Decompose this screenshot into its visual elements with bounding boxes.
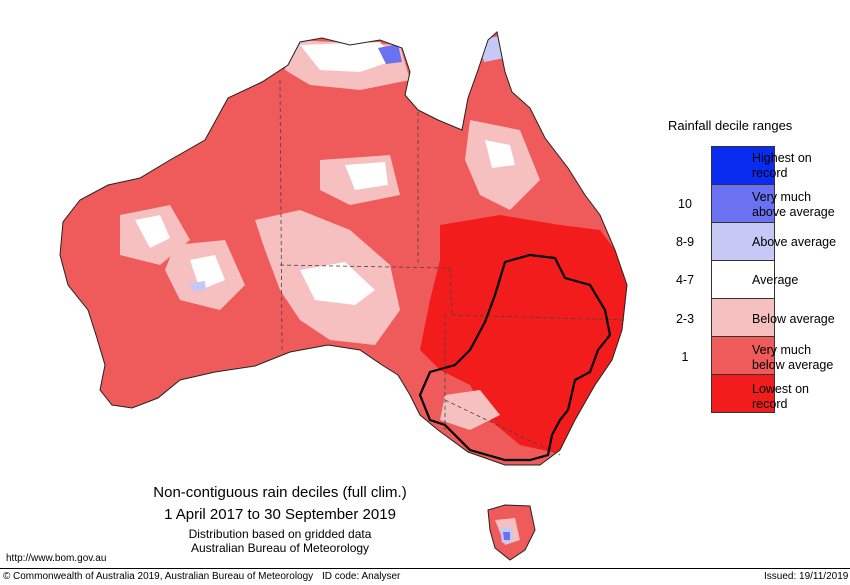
mainland-outline [59,31,628,466]
lowest-record-east [420,215,627,455]
label-average: Average [752,273,799,287]
average-qld [485,140,515,168]
average-north [300,42,395,72]
label-highest-on-record: Highest on record [752,151,812,180]
swatch-very-much-below-average [711,336,775,375]
average-centre-north [345,162,388,190]
vic-nsw-border [444,399,561,456]
caption-distribution: Distribution based on gridded data [188,527,372,541]
decile-2-3: 2-3 [675,312,695,326]
sa-qld-border [449,267,453,316]
decile-8-9: 8-9 [675,235,695,249]
decile-4-7: 4-7 [675,273,695,287]
copyright-icon: © [3,571,11,582]
label-lowest-on-record: Lowest on record [752,382,809,411]
bom-url-link[interactable]: http://www.bom.gov.au [6,553,107,564]
swatch-very-much-above-average [711,184,775,223]
above-average-centre [190,281,206,291]
state-borders [279,79,626,456]
footer: © Commonwealth of Australia 2019, Austra… [0,568,850,585]
average-west [135,215,170,248]
label-below-average: Below average [752,312,835,326]
caption-agency: Australian Bureau of Meteorology [190,541,370,555]
label-above-average: Above average [752,235,837,249]
very-much-above-arnhem [378,44,402,64]
tasmania [487,504,536,561]
nsw-qld-border [451,314,626,321]
id-code: ID code: Analyser [322,571,401,582]
label-very-much-below-average: Very much below average [752,343,834,372]
below-average-south [440,390,500,430]
caption-title: Non-contiguous rain deciles (full clim.) [153,484,407,501]
decile-1: 1 [681,350,689,364]
issued-date: Issued: 19/11/2019 [764,571,849,582]
australia-mainland [59,31,628,466]
tasmania-very-much-above [503,532,510,540]
copyright-text: Commonwealth of Australia 2019, Australi… [13,571,314,582]
decile-10: 10 [678,197,692,211]
wa-border [279,79,283,351]
nt-sa-border [279,264,451,269]
average-central [300,262,375,305]
label-very-much-above-average: Very much above average [752,190,835,219]
caption-period: 1 April 2017 to 30 September 2019 [164,506,396,523]
average-pilbara [190,255,225,290]
swatch-lowest-on-record [711,374,775,413]
murray-darling-basin-outline [418,253,612,462]
legend-title: Rainfall decile ranges [668,118,793,133]
